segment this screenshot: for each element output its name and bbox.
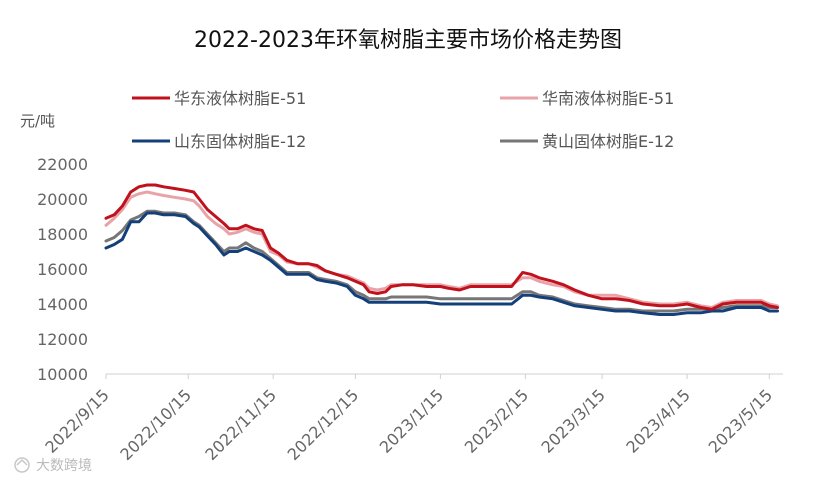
series-line-2 [104,190,779,309]
series-layer [104,183,779,316]
legend-label: 黄山固体树脂E-12 [542,132,674,151]
x-tick-label: 2022/10/15 [116,385,195,464]
y-axis-unit-label: 元/吨 [20,112,55,130]
watermark-text: 大数跨境 [36,458,92,474]
series-line-4 [104,209,779,313]
series-line-3 [104,211,779,316]
y-tick-label: 22000 [37,155,88,174]
chart-title: 2022-2023年环氧树脂主要市场价格走势图 [194,28,622,53]
y-tick-label: 14000 [37,295,88,314]
y-tick-label: 20000 [37,190,88,209]
y-tick-label: 16000 [37,260,88,279]
watermark-logo-icon [14,457,30,473]
x-tick-label: 2023/5/15 [705,385,776,456]
legend-label: 山东固体树脂E-12 [174,132,306,151]
x-tick-label: 2023/2/15 [461,385,532,456]
y-tick-label: 10000 [37,365,88,384]
y-tick-label: 12000 [37,330,88,349]
x-tick-label: 2023/1/15 [376,385,447,456]
x-tick-label: 2023/4/15 [622,385,693,456]
y-tick-label: 18000 [37,225,88,244]
series-line-1 [104,183,779,311]
x-tick-label: 2022/11/15 [201,385,280,464]
legend-label: 华南液体树脂E-51 [542,89,674,108]
y-axis-ticks: 10000 12000 14000 16000 18000 20000 22000 [37,155,88,384]
x-tick-label: 2022/9/15 [41,385,112,456]
x-tick-label: 2022/12/15 [284,385,363,464]
watermark: 大数跨境 [14,457,92,474]
x-axis-ticks: 2022/9/15 2022/10/15 2022/11/15 2022/12/15 2… [41,374,776,464]
legend-label: 华东液体树脂E-51 [174,89,306,108]
x-tick-label: 2023/3/15 [537,385,608,456]
legend: 华东液体树脂E-51 华南液体树脂E-51 山东固体树脂E-12 黄山固体树脂E-12 [132,89,674,151]
